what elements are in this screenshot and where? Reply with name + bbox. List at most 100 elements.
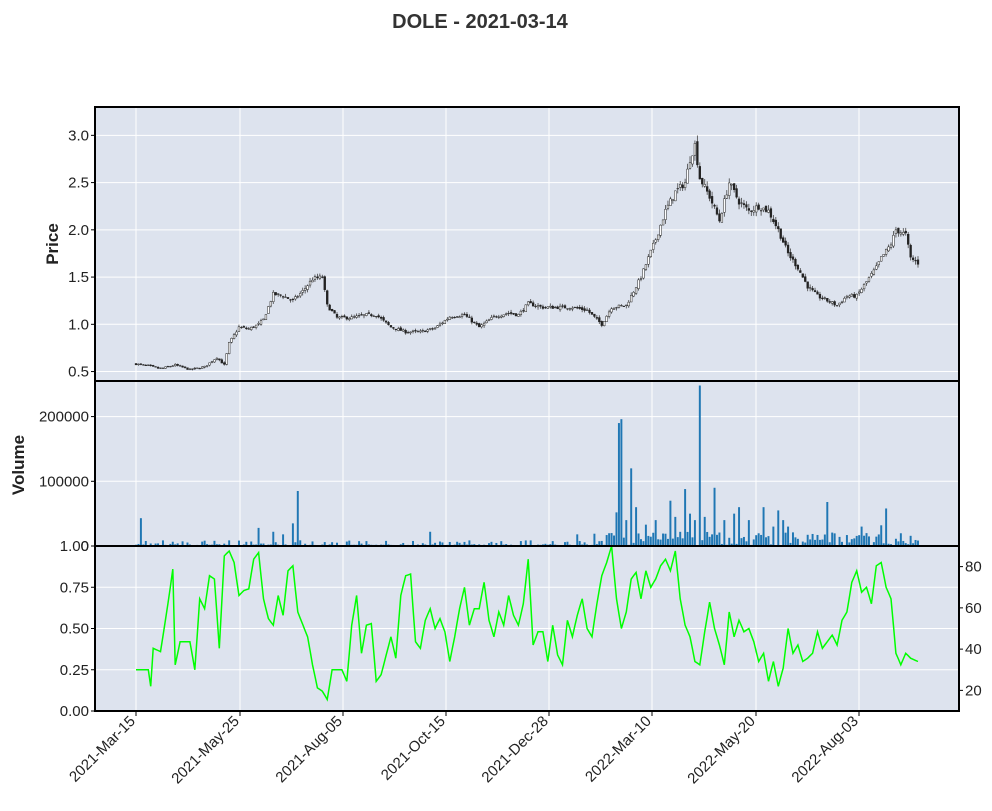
volume-bar bbox=[856, 536, 858, 546]
candle bbox=[187, 368, 189, 370]
price-tick-label: 3.0 bbox=[68, 127, 89, 144]
price-tick-label: 2.0 bbox=[68, 222, 89, 239]
oscillator-right-tick-label: 20 bbox=[965, 682, 982, 699]
volume-bar bbox=[682, 538, 684, 546]
volume-bar bbox=[606, 535, 608, 546]
candle bbox=[643, 268, 645, 279]
volume-bar bbox=[755, 535, 757, 546]
x-tick-label: 2022-Mar-10 bbox=[582, 713, 655, 786]
volume-bar bbox=[728, 538, 730, 546]
candle bbox=[603, 321, 605, 326]
volume-bar bbox=[645, 525, 647, 546]
candle bbox=[152, 365, 154, 367]
candle bbox=[196, 368, 198, 369]
oscillator-right-tick-label: 80 bbox=[965, 559, 982, 576]
candle bbox=[721, 212, 723, 222]
oscillator-left-tick-label: 0.25 bbox=[60, 662, 89, 679]
candle bbox=[287, 297, 289, 298]
volume-bar bbox=[623, 538, 625, 546]
volume-axis-label: Volume bbox=[9, 435, 28, 495]
volume-bar bbox=[674, 517, 676, 546]
volume-bar bbox=[826, 502, 828, 546]
volume-bar bbox=[718, 533, 720, 546]
oscillator-right-tick-label: 60 bbox=[965, 600, 982, 617]
volume-bar bbox=[667, 539, 669, 546]
volume-bar bbox=[694, 520, 696, 546]
volume-bar bbox=[875, 537, 877, 546]
volume-bar bbox=[620, 419, 622, 546]
volume-bar bbox=[777, 510, 779, 546]
volume-bar bbox=[812, 534, 814, 546]
candle bbox=[275, 292, 277, 295]
chart-title: DOLE - 2021-03-14 bbox=[392, 11, 569, 33]
volume-bar bbox=[716, 535, 718, 546]
volume-bar bbox=[858, 535, 860, 546]
x-tick-label: 2021-Aug-05 bbox=[272, 713, 345, 786]
volume-tick-label: 100000 bbox=[39, 473, 89, 490]
volume-bar bbox=[758, 533, 760, 546]
candle bbox=[228, 342, 230, 354]
candle bbox=[326, 290, 328, 307]
volume-bar bbox=[647, 536, 649, 546]
oscillator-left-tick-label: 0.75 bbox=[60, 579, 89, 596]
volume-bar bbox=[741, 538, 743, 546]
volume-bar bbox=[767, 536, 769, 546]
volume-bar bbox=[760, 535, 762, 546]
price-tick-label: 1.0 bbox=[68, 316, 89, 333]
volume-bar bbox=[706, 532, 708, 546]
volume-bar bbox=[608, 533, 610, 546]
volume-bar bbox=[677, 537, 679, 546]
volume-bar bbox=[743, 537, 745, 546]
volume-bar bbox=[885, 508, 887, 546]
volume-bar bbox=[665, 534, 667, 546]
price-panel: 0.51.01.52.02.53.0 Price bbox=[43, 107, 959, 381]
volume-bar bbox=[824, 535, 826, 546]
oscillator-right-tick-label: 40 bbox=[965, 641, 982, 658]
volume-bar bbox=[679, 532, 681, 546]
candle bbox=[662, 219, 664, 225]
oscillator-left-tick-label: 0.50 bbox=[60, 621, 89, 638]
candle bbox=[547, 306, 549, 309]
candle bbox=[802, 274, 804, 278]
volume-bar bbox=[272, 532, 274, 546]
volume-bar bbox=[429, 532, 431, 546]
volume-bar bbox=[704, 517, 706, 546]
price-tick-label: 1.5 bbox=[68, 269, 89, 286]
candle bbox=[623, 306, 625, 307]
candle bbox=[638, 278, 640, 291]
volume-bar bbox=[714, 488, 716, 546]
volume-bar bbox=[615, 512, 617, 546]
x-tick-label: 2021-May-25 bbox=[168, 713, 243, 788]
candle bbox=[334, 310, 336, 314]
price-tick-label: 0.5 bbox=[68, 364, 89, 381]
candle bbox=[515, 313, 517, 316]
candle bbox=[883, 254, 885, 256]
volume-bar bbox=[748, 520, 750, 546]
volume-bar bbox=[625, 520, 627, 546]
x-tick-label: 2022-May-20 bbox=[684, 713, 759, 788]
candle bbox=[674, 191, 676, 201]
volume-bar bbox=[733, 514, 735, 546]
volume-bar bbox=[638, 533, 640, 546]
volume-bar bbox=[787, 527, 789, 546]
volume-bar bbox=[140, 518, 142, 546]
volume-bar bbox=[691, 537, 693, 546]
volume-bar bbox=[672, 539, 674, 546]
volume-bar bbox=[699, 386, 701, 546]
candle bbox=[880, 256, 882, 261]
candle bbox=[518, 314, 520, 317]
volume-bar bbox=[282, 534, 284, 546]
volume-bar bbox=[258, 528, 260, 546]
volume-bar bbox=[655, 520, 657, 546]
volume-bar bbox=[851, 539, 853, 546]
volume-bar bbox=[292, 523, 294, 546]
candle bbox=[390, 325, 392, 327]
candle bbox=[263, 319, 265, 320]
volume-bar bbox=[765, 537, 767, 546]
candle bbox=[525, 304, 527, 312]
volume-bar bbox=[684, 489, 686, 546]
candle bbox=[324, 275, 326, 292]
volume-bar bbox=[657, 539, 659, 546]
candle bbox=[160, 368, 162, 369]
